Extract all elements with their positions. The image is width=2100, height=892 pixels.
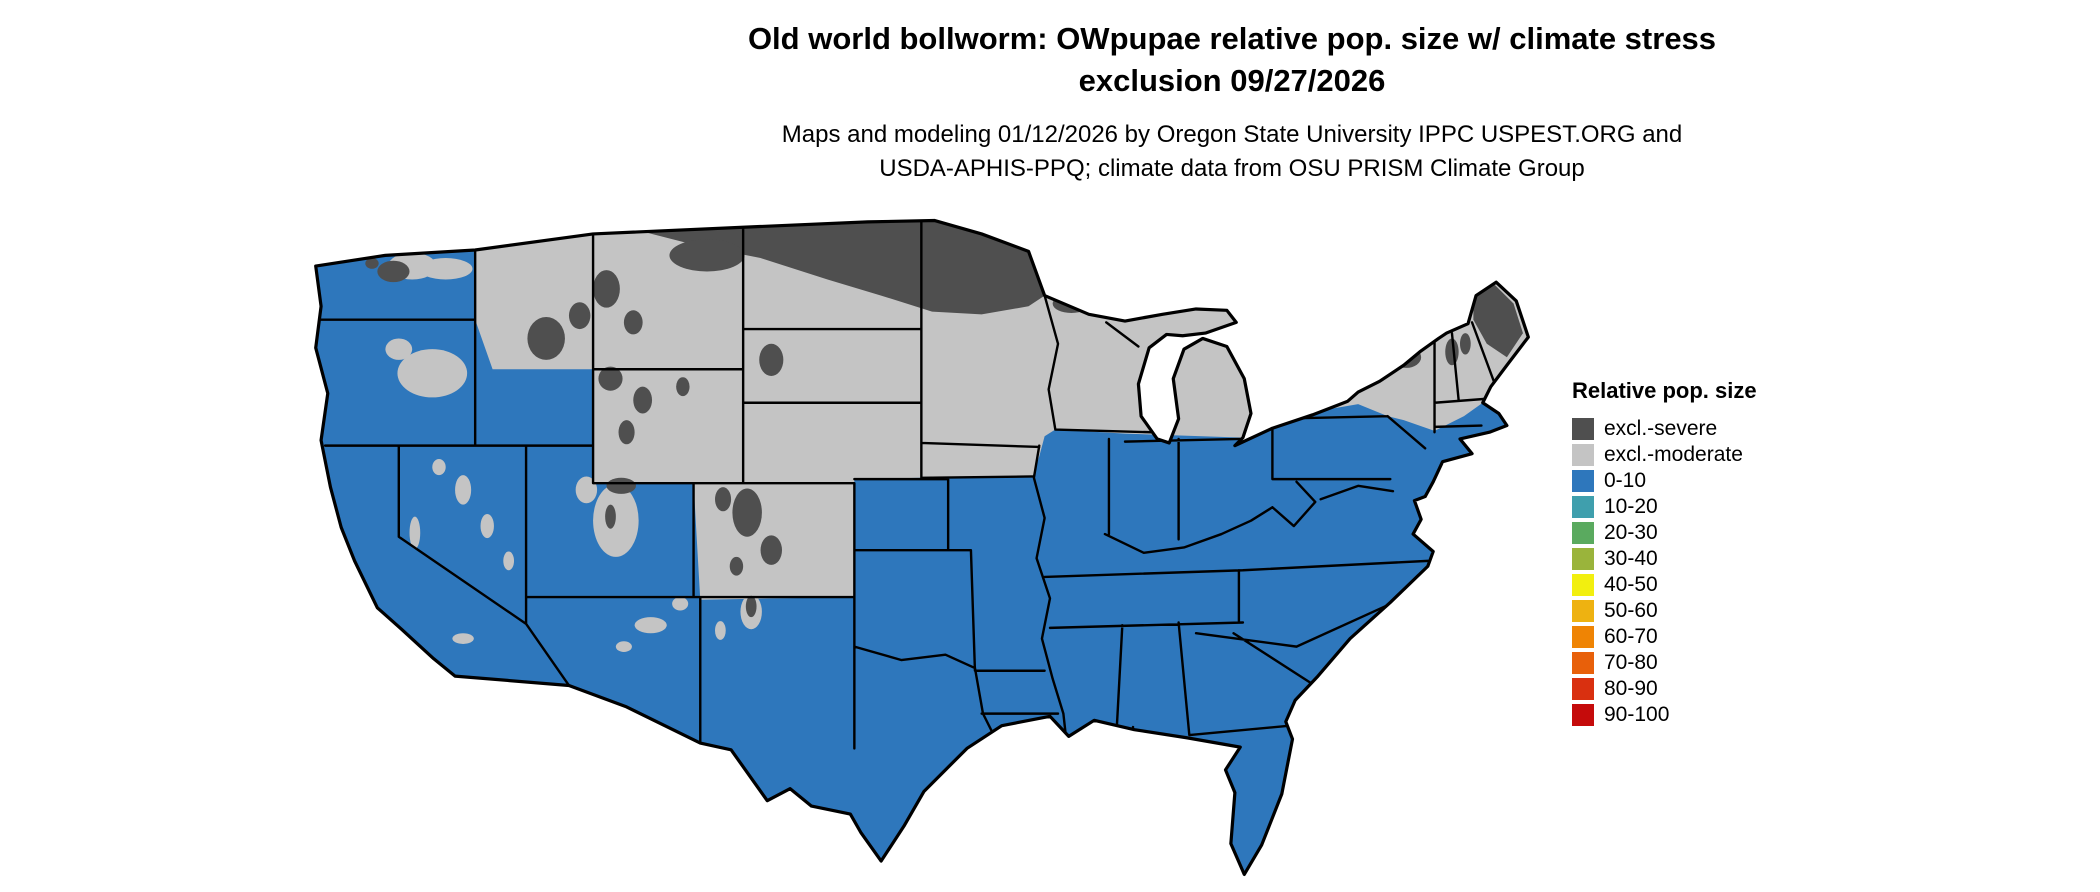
legend-label: 50-60 <box>1604 599 1658 622</box>
region-excl-moderate-northeast <box>1272 282 1529 431</box>
legend-item: 80-90 <box>1572 676 1757 702</box>
legend-label: 60-70 <box>1604 625 1658 648</box>
patches-excl-moderate <box>385 252 762 652</box>
legend-item: 70-80 <box>1572 650 1757 676</box>
legend-swatch <box>1572 522 1594 544</box>
region-excl-severe-north-band <box>646 220 1045 315</box>
legend-item: 90-100 <box>1572 702 1757 728</box>
legend-label: excl.-severe <box>1604 417 1718 440</box>
legend-item: 30-40 <box>1572 546 1757 572</box>
figure-subtitle-line2: USDA-APHIS-PPQ; climate data from OSU PR… <box>879 155 1585 182</box>
legend-swatch <box>1572 704 1594 726</box>
figure-title-line1: Old world bollworm: OWpupae relative pop… <box>747 21 1717 56</box>
legend-item: 0-10 <box>1572 468 1757 494</box>
legend-label: excl.-moderate <box>1604 443 1743 466</box>
legend-label: 80-90 <box>1604 677 1658 700</box>
legend-item: 20-30 <box>1572 520 1757 546</box>
figure-title-line2: exclusion 09/27/2026 <box>1078 63 1386 98</box>
legend-label: 20-30 <box>1604 521 1658 544</box>
legend-label: 90-100 <box>1604 703 1670 726</box>
legend-swatch <box>1572 418 1594 440</box>
legend-item: 50-60 <box>1572 598 1757 624</box>
region-excl-moderate-west <box>475 220 1251 600</box>
legend-item: excl.-severe <box>1572 416 1757 442</box>
us-map <box>314 218 1530 877</box>
legend-label: 10-20 <box>1604 495 1658 518</box>
legend-swatch <box>1572 574 1594 596</box>
legend-item: 40-50 <box>1572 572 1757 598</box>
legend-swatch <box>1572 600 1594 622</box>
legend-title: Relative pop. size <box>1572 378 1757 403</box>
legend: Relative pop. size excl.-severe excl.-mod… <box>1572 378 1757 728</box>
legend-swatch <box>1572 444 1594 466</box>
legend-swatch <box>1572 496 1594 518</box>
legend-label: 40-50 <box>1604 573 1658 596</box>
patches-excl-severe <box>365 220 1523 618</box>
legend-swatch <box>1572 652 1594 674</box>
legend-label: 0-10 <box>1604 469 1647 492</box>
state-borders <box>315 220 1497 750</box>
legend-item: 10-20 <box>1572 494 1757 520</box>
legend-items: excl.-severe excl.-moderate 0-10 10-20 20-30… <box>1572 416 1757 728</box>
legend-swatch <box>1572 548 1594 570</box>
legend-label: 30-40 <box>1604 547 1658 570</box>
legend-swatch <box>1572 678 1594 700</box>
figure-subtitle-line1: Maps and modeling 01/12/2026 by Oregon S… <box>781 121 1683 148</box>
legend-item: excl.-moderate <box>1572 442 1757 468</box>
legend-item: 60-70 <box>1572 624 1757 650</box>
legend-swatch <box>1572 470 1594 492</box>
figure-title: Old world bollworm: OWpupae relative pop… <box>432 18 2032 102</box>
legend-swatch <box>1572 626 1594 648</box>
legend-label: 70-80 <box>1604 651 1658 674</box>
figure-subtitle: Maps and modeling 01/12/2026 by Oregon S… <box>432 118 2032 186</box>
region-excl-severe-maine <box>1473 284 1523 358</box>
